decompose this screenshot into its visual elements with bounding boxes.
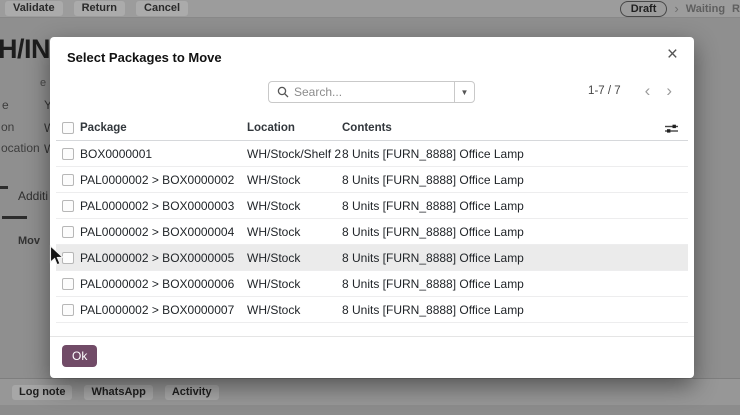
- packages-table: Package Location Contents BOX0000001 WH/…: [56, 116, 688, 323]
- dialog-title: Select Packages to Move: [67, 50, 222, 65]
- select-packages-dialog: Select Packages to Move × ▼ 1-7 / 7 ‹ › …: [50, 37, 694, 378]
- location-cell: WH/Stock: [247, 250, 301, 265]
- contents-cell: 8 Units [FURN_8888] Office Lamp: [342, 276, 524, 291]
- search-dropdown-caret-icon[interactable]: ▼: [454, 82, 474, 102]
- ok-button[interactable]: Ok: [62, 345, 98, 367]
- contents-cell: 8 Units [FURN_8888] Office Lamp: [342, 302, 524, 317]
- tab-underline: [2, 216, 27, 219]
- table-row[interactable]: PAL0000002 > BOX0000002 WH/Stock 8 Units…: [56, 167, 688, 193]
- pager-previous-icon[interactable]: ‹: [637, 82, 659, 99]
- column-header-fragment: Mov: [18, 235, 40, 247]
- table-row[interactable]: PAL0000002 > BOX0000004 WH/Stock 8 Units…: [56, 219, 688, 245]
- select-all-checkbox[interactable]: [62, 122, 74, 134]
- package-cell: PAL0000002 > BOX0000007: [80, 302, 235, 317]
- status-draft[interactable]: Draft: [619, 1, 668, 17]
- package-cell: PAL0000002 > BOX0000002: [80, 172, 235, 187]
- field-label-fragment: ocation: [1, 141, 40, 155]
- pager: 1-7 / 7 ‹ ›: [588, 82, 680, 99]
- status-waiting[interactable]: Waiting: [685, 3, 726, 15]
- location-cell: WH/Stock: [247, 224, 301, 239]
- field-value-fragment: W: [44, 121, 55, 135]
- pager-range: 1-7 / 7: [588, 85, 621, 97]
- table-row-hovered[interactable]: PAL0000002 > BOX0000005 WH/Stock 8 Units…: [56, 245, 688, 271]
- return-button[interactable]: Return: [73, 1, 126, 16]
- close-icon[interactable]: ×: [663, 43, 682, 66]
- contents-cell: 8 Units [FURN_8888] Office Lamp: [342, 198, 524, 213]
- search-bar[interactable]: ▼: [268, 81, 475, 103]
- table-row[interactable]: PAL0000002 > BOX0000003 WH/Stock 8 Units…: [56, 193, 688, 219]
- chatter-bar: Log note WhatsApp Activity: [0, 378, 740, 405]
- search-input[interactable]: [294, 85, 454, 99]
- package-cell: BOX0000001: [80, 146, 153, 161]
- location-cell: WH/Stock: [247, 198, 301, 213]
- column-header-contents[interactable]: Contents: [342, 122, 392, 134]
- table-row[interactable]: PAL0000002 > BOX0000006 WH/Stock 8 Units…: [56, 271, 688, 297]
- activity-button[interactable]: Activity: [164, 384, 219, 400]
- cancel-button[interactable]: Cancel: [136, 1, 189, 16]
- mouse-cursor: [49, 245, 65, 266]
- search-icon: [277, 86, 289, 98]
- location-cell: WH/Stock: [247, 172, 301, 187]
- status-ready-cut[interactable]: R: [732, 3, 740, 15]
- optional-columns-icon[interactable]: [660, 123, 688, 134]
- field-label-fragment: e: [2, 98, 9, 112]
- field-value-fragment: Y: [44, 98, 53, 112]
- contents-cell: 8 Units [FURN_8888] Office Lamp: [342, 250, 524, 265]
- field-value-fragment: W: [44, 142, 55, 156]
- row-checkbox[interactable]: [62, 225, 74, 238]
- package-cell: PAL0000002 > BOX0000004: [80, 224, 235, 239]
- package-cell: PAL0000002 > BOX0000006: [80, 276, 235, 291]
- status-bar: Draft › Waiting R: [619, 1, 740, 17]
- package-cell: PAL0000002 > BOX0000005: [80, 250, 235, 265]
- contents-cell: 8 Units [FURN_8888] Office Lamp: [342, 146, 524, 161]
- row-checkbox[interactable]: [62, 277, 74, 290]
- row-checkbox[interactable]: [62, 199, 74, 212]
- page-bottom-area: [0, 405, 740, 415]
- column-header-package[interactable]: Package: [80, 122, 127, 134]
- table-row[interactable]: PAL0000002 > BOX0000007 WH/Stock 8 Units…: [56, 297, 688, 323]
- table-row[interactable]: BOX0000001 WH/Stock/Shelf 2 8 Units [FUR…: [56, 141, 688, 167]
- location-cell: WH/Stock: [247, 276, 301, 291]
- active-tab-underline: [0, 186, 8, 189]
- row-checkbox[interactable]: [62, 147, 74, 160]
- page-toolbar: Validate Return Cancel Draft › Waiting R: [0, 0, 740, 18]
- location-cell: WH/Stock: [247, 302, 301, 317]
- row-checkbox[interactable]: [62, 173, 74, 186]
- column-header-location[interactable]: Location: [247, 122, 295, 134]
- pager-next-icon[interactable]: ›: [658, 82, 680, 99]
- field-label-fragment: on: [1, 120, 15, 134]
- field-fragment: e: [40, 77, 47, 89]
- contents-cell: 8 Units [FURN_8888] Office Lamp: [342, 172, 524, 187]
- location-cell: WH/Stock/Shelf 2: [247, 146, 342, 161]
- log-note-button[interactable]: Log note: [12, 384, 73, 400]
- whatsapp-button[interactable]: WhatsApp: [84, 384, 153, 400]
- contents-cell: 8 Units [FURN_8888] Office Lamp: [342, 224, 524, 239]
- footer-divider: [50, 336, 694, 337]
- validate-button[interactable]: Validate: [5, 1, 63, 16]
- row-checkbox[interactable]: [62, 303, 74, 316]
- package-cell: PAL0000002 > BOX0000003: [80, 198, 235, 213]
- tab-additional-info-fragment[interactable]: Additi: [18, 189, 49, 203]
- chevron-right-icon: ›: [674, 1, 679, 16]
- table-header-row: Package Location Contents: [56, 116, 688, 141]
